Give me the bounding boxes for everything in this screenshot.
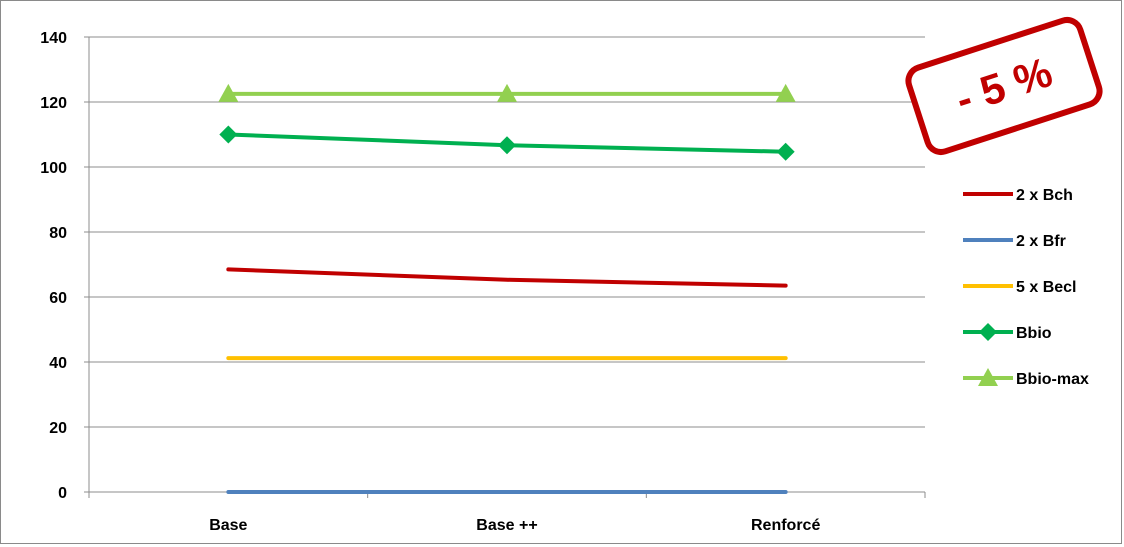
y-tick-label: 0 <box>58 485 67 502</box>
series-lines <box>218 83 796 494</box>
data-point-bbio-max <box>497 83 517 102</box>
legend: 2 x Bch 2 x Bfr 5 x Becl Bbio Bbio-max <box>963 187 1089 388</box>
data-point-bbio <box>776 142 795 161</box>
x-tick-label: Base <box>209 517 247 534</box>
y-tick-label: 40 <box>49 355 67 372</box>
data-point-bbio-max <box>775 83 796 102</box>
x-tick-label: Renforcé <box>751 517 820 534</box>
legend-label-2-x-bch: 2 x Bch <box>1016 187 1073 204</box>
y-tick-label: 100 <box>40 160 67 177</box>
series-line-2-x-bch <box>226 267 788 288</box>
annotation-stamp: - 5 % <box>905 16 1103 156</box>
y-tick-label: 120 <box>40 95 67 112</box>
legend-label-bbio-max: Bbio-max <box>1016 371 1089 388</box>
annotation-stamp-border <box>905 16 1103 156</box>
legend-marker-bbio-max <box>978 368 998 386</box>
gridlines <box>89 36 925 428</box>
y-tick-label: 80 <box>49 225 67 242</box>
x-tick-label: Base ++ <box>476 517 537 534</box>
y-tick-label: 140 <box>40 30 67 47</box>
legend-marker-bbio <box>979 323 997 341</box>
legend-label-5-x-becl: 5 x Becl <box>1016 279 1076 296</box>
data-point-bbio <box>219 125 238 144</box>
axes: 0 20 40 60 80 100 120 140 Base Base ++ Renforcé <box>40 30 926 534</box>
legend-label-2-x-bfr: 2 x Bfr <box>1016 233 1066 250</box>
y-tick-label: 60 <box>49 290 67 307</box>
y-tick-label: 20 <box>49 420 67 437</box>
data-point-bbio-max <box>218 83 239 102</box>
data-point-bbio <box>498 136 516 155</box>
legend-label-bbio: Bbio <box>1016 325 1052 342</box>
